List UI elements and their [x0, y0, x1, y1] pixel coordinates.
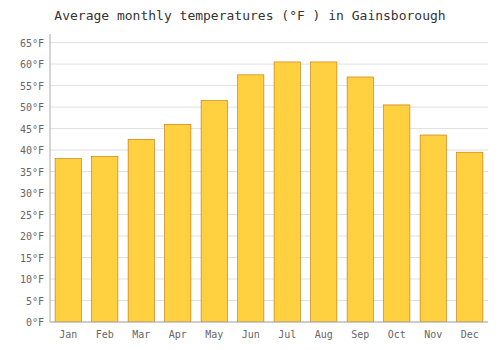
- y-tick-label: 65°F: [20, 38, 44, 49]
- y-tick-label: 55°F: [20, 81, 44, 92]
- y-tick-labels: 0°F 5°F 10°F 15°F 20°F 25°F 30°F 35°F 40°F 45°F 50…: [20, 38, 44, 328]
- bar: [274, 62, 300, 322]
- grid-line: [50, 322, 488, 323]
- bar: [238, 75, 264, 322]
- x-tick-label: May: [205, 329, 223, 340]
- page: {"chart_data": {"type": "bar", "title": …: [0, 0, 500, 350]
- grid-line: [50, 64, 488, 65]
- y-tick-label: 30°F: [20, 188, 44, 199]
- chart-container: Average monthly temperatures (°F ) in Ga…: [0, 0, 500, 350]
- bar: [311, 62, 337, 322]
- grid-line: [50, 107, 488, 108]
- x-tick-label: Sep: [351, 329, 369, 340]
- grid-line: [50, 128, 488, 129]
- y-tick-label: 10°F: [20, 274, 44, 285]
- bar: [457, 152, 483, 322]
- x-tick-labels: Jan Feb Mar Apr May Jun Jul Aug Sep Oct Nov Dec: [59, 329, 479, 340]
- y-tick-label: 50°F: [20, 102, 44, 113]
- y-tick-label: 5°F: [26, 296, 44, 307]
- y-tick-label: 20°F: [20, 231, 44, 242]
- y-tick-label: 40°F: [20, 145, 44, 156]
- bar: [347, 77, 373, 322]
- y-axis-line: [50, 34, 51, 322]
- y-tick-label: 60°F: [20, 59, 44, 70]
- grid-line: [50, 42, 488, 43]
- x-tick-label: Oct: [388, 329, 406, 340]
- x-tick-label: Jan: [59, 329, 77, 340]
- x-tick-label: Apr: [169, 329, 187, 340]
- y-tick-label: 35°F: [20, 167, 44, 178]
- bar: [165, 124, 191, 322]
- chart-title: Average monthly temperatures (°F ) in Ga…: [54, 8, 445, 23]
- x-axis-line: [50, 322, 488, 323]
- grid-line: [50, 85, 488, 86]
- x-tick-label: Dec: [461, 329, 479, 340]
- bar: [420, 135, 446, 322]
- bar: [92, 157, 118, 322]
- y-tick-label: 0°F: [26, 317, 44, 328]
- y-tick-label: 25°F: [20, 210, 44, 221]
- x-tick-label: Aug: [315, 329, 333, 340]
- x-tick-label: Feb: [96, 329, 114, 340]
- y-tick-label: 15°F: [20, 253, 44, 264]
- y-tick-label: 45°F: [20, 124, 44, 135]
- x-tick-label: Jun: [242, 329, 260, 340]
- x-tick-label: Nov: [424, 329, 442, 340]
- x-tick-label: Jul: [278, 329, 296, 340]
- chart-svg: Average monthly temperatures (°F ) in Ga…: [0, 0, 500, 350]
- bar: [55, 159, 81, 322]
- bars: [55, 62, 483, 322]
- x-tick-label: Mar: [132, 329, 150, 340]
- bar: [128, 139, 154, 322]
- y-grid: [50, 43, 488, 322]
- bar: [201, 101, 227, 322]
- bar: [384, 105, 410, 322]
